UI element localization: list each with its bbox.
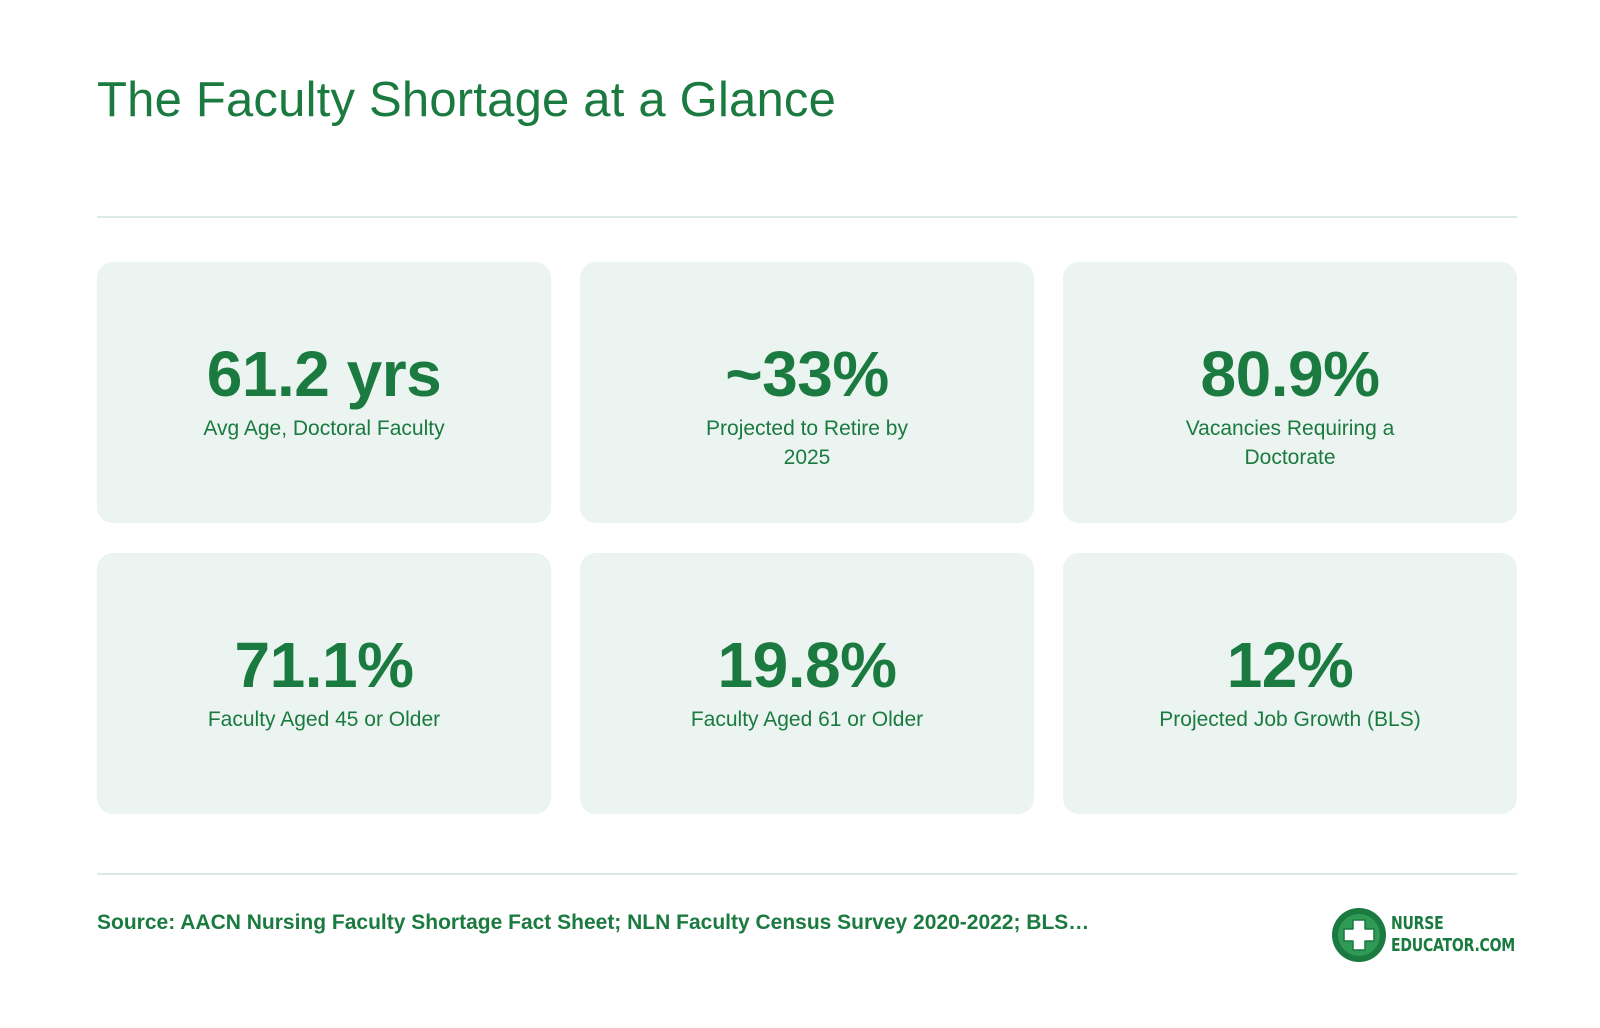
stat-card-retire: ~33% Projected to Retire by 2025 [580,262,1034,523]
stat-label: Projected Job Growth (BLS) [1159,708,1421,731]
stat-value: 61.2 yrs [206,338,442,410]
stat-label: Vacancies Requiring a Doctorate [1185,417,1395,469]
stat-label: Faculty Aged 45 or Older [207,708,441,731]
stat-value: 80.9% [1200,338,1380,410]
bottom-divider [97,873,1517,875]
stat-value: 19.8% [717,629,897,701]
stat-card-vacancies: 80.9% Vacancies Requiring a Doctorate [1063,262,1517,523]
stat-label: Projected to Retire by 2025 [706,417,908,469]
stat-value: ~33% [725,338,889,410]
source-citation: Source: AACN Nursing Faculty Shortage Fa… [97,911,1090,934]
logo-line-2: EDUCATOR.COM [1391,935,1516,956]
stat-card-job-growth: 12% Projected Job Growth (BLS) [1063,553,1517,814]
nurse-educator-logo[interactable]: NURSE EDUCATOR.COM [1331,907,1521,963]
stat-label: Faculty Aged 61 or Older [690,708,924,731]
stats-grid: 61.2 yrs Avg Age, Doctoral Faculty ~33% … [97,262,1517,814]
stat-card-aged-61: 19.8% Faculty Aged 61 or Older [580,553,1034,814]
top-divider [97,216,1517,218]
logo-line-1: NURSE [1391,913,1444,934]
page-title: The Faculty Shortage at a Glance [97,73,837,127]
stat-label: Avg Age, Doctoral Faculty [203,417,445,440]
medical-cross-icon [1332,908,1386,962]
stat-value: 12% [1226,629,1354,701]
stat-card-avg-age: 61.2 yrs Avg Age, Doctoral Faculty [97,262,551,523]
stat-card-aged-45: 71.1% Faculty Aged 45 or Older [97,553,551,814]
stat-value: 71.1% [234,629,414,701]
logo-wordmark: NURSE EDUCATOR.COM [1391,913,1515,957]
